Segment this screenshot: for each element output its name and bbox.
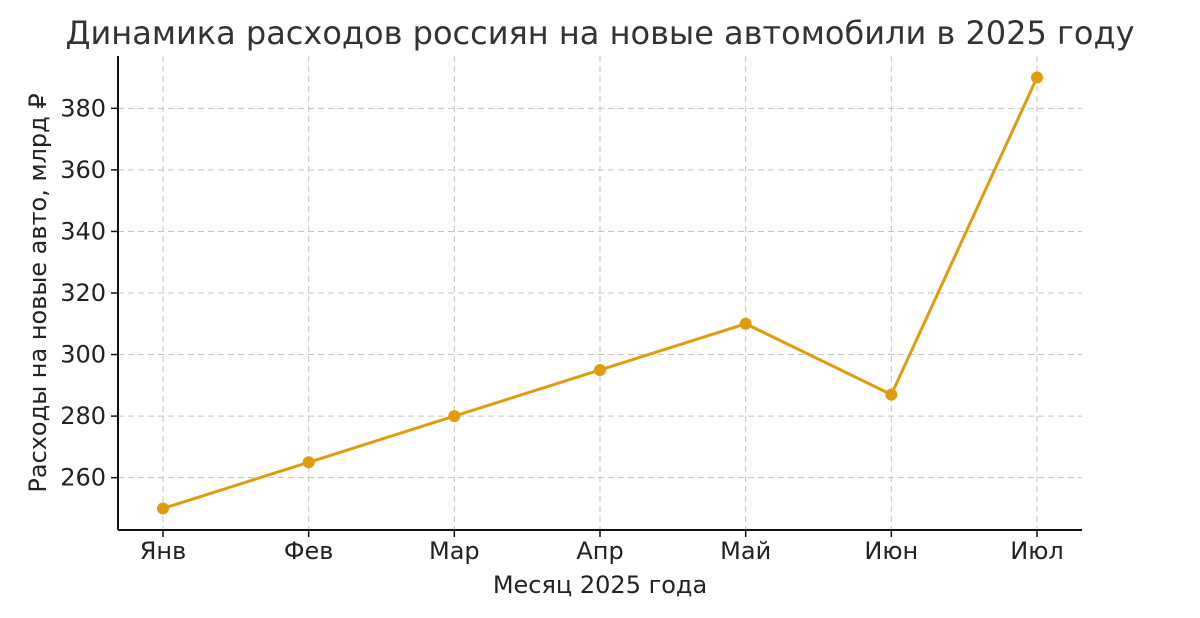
- x-tick-label: Мар: [429, 537, 480, 565]
- x-tick-label: Фев: [284, 537, 334, 565]
- grid-layer: [118, 56, 1082, 530]
- x-tick-label: Июн: [864, 537, 918, 565]
- y-tick-label: 360: [60, 156, 106, 184]
- y-tick-label: 340: [60, 217, 106, 245]
- y-tick-label: 380: [60, 94, 106, 122]
- data-point: [448, 410, 461, 423]
- series-layer: [157, 71, 1043, 515]
- data-point: [157, 502, 169, 515]
- y-tick-label: 280: [60, 402, 106, 430]
- y-tick-label: 300: [60, 341, 106, 369]
- x-axis-label: Месяц 2025 года: [493, 571, 707, 599]
- data-point: [739, 317, 752, 330]
- data-point: [302, 456, 315, 469]
- chart-title: Динамика расходов россиян на новые автом…: [66, 14, 1135, 52]
- x-tick-label: Май: [720, 537, 771, 565]
- data-point: [885, 388, 898, 401]
- x-tick-label: Июл: [1010, 537, 1064, 565]
- y-tick-label: 320: [60, 279, 106, 307]
- y-tick-label: 260: [60, 464, 106, 492]
- data-point: [1031, 71, 1043, 84]
- x-tick-label: Апр: [576, 537, 623, 565]
- y-axis-label: Расходы на новые авто, млрд ₽: [24, 93, 52, 492]
- x-tick-label: Янв: [140, 537, 187, 565]
- ticks-layer: Янв Фев Мар Апр Май Июн Июл 260 280 300 320 340 360 3…: [60, 94, 1064, 565]
- data-point: [594, 363, 606, 376]
